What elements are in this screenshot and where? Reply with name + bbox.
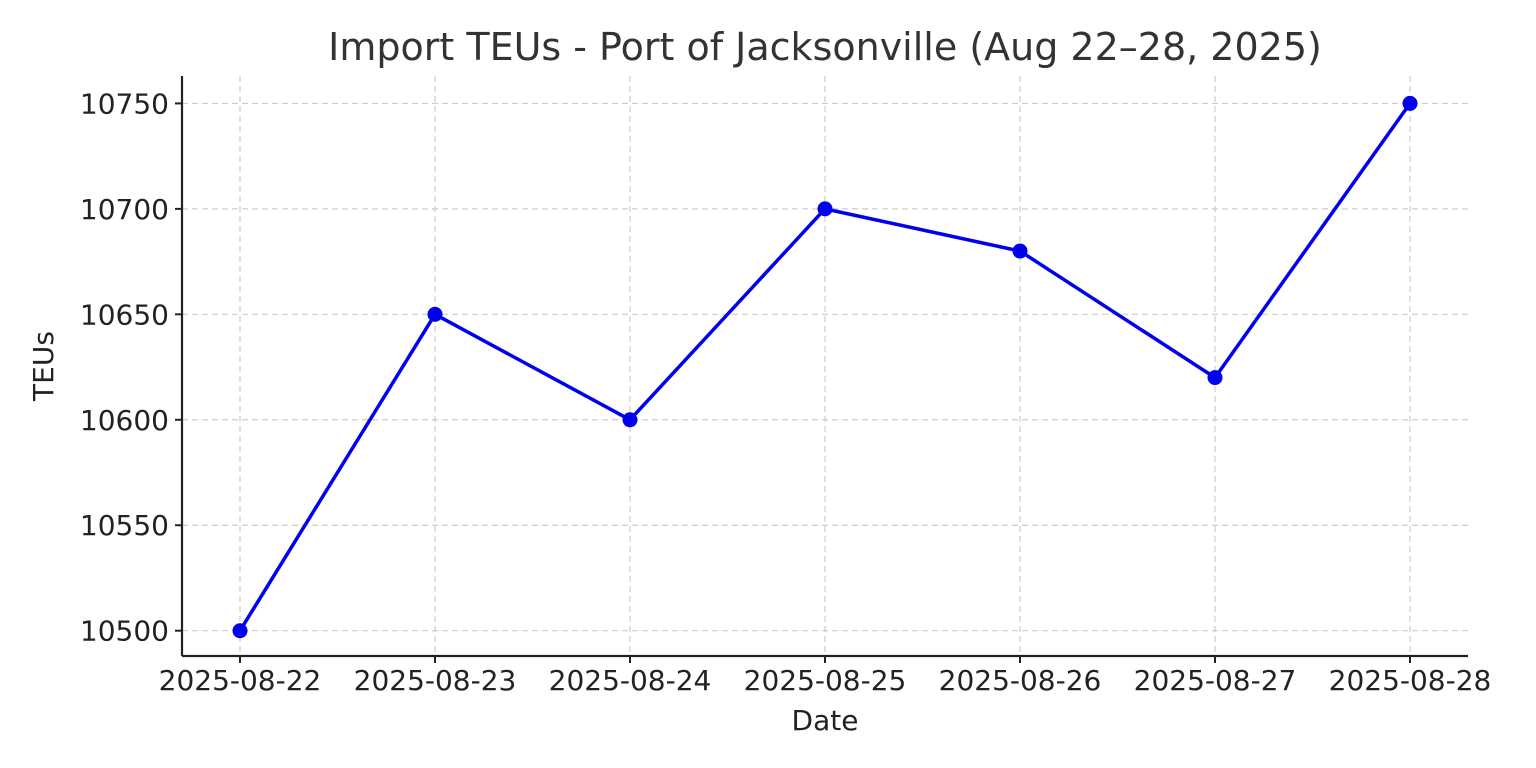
data-point — [622, 412, 638, 428]
data-series — [232, 95, 1418, 639]
y-tick-label: 10650 — [80, 298, 169, 331]
x-tick-label: 2025-08-25 — [744, 664, 907, 697]
chart-title: Import TEUs - Port of Jacksonville (Aug … — [328, 25, 1322, 69]
grid-lines — [182, 76, 1468, 656]
x-tick-label: 2025-08-27 — [1134, 664, 1297, 697]
data-point — [1207, 370, 1223, 386]
y-tick-label: 10700 — [80, 193, 169, 226]
x-tick-label: 2025-08-26 — [939, 664, 1102, 697]
x-tick-label: 2025-08-23 — [354, 664, 517, 697]
data-point — [1402, 95, 1418, 111]
x-axis-ticks: 2025-08-22 2025-08-23 2025-08-24 2025-08-25… — [159, 656, 1492, 697]
x-tick-label: 2025-08-22 — [159, 664, 322, 697]
y-axis-label: TEUs — [27, 331, 60, 402]
data-point — [817, 201, 833, 217]
x-tick-label: 2025-08-24 — [549, 664, 712, 697]
y-tick-label: 10500 — [80, 615, 169, 648]
data-point — [1012, 243, 1028, 259]
x-tick-label: 2025-08-28 — [1329, 664, 1492, 697]
data-point — [427, 306, 443, 322]
y-tick-label: 10600 — [80, 404, 169, 437]
y-tick-label: 10550 — [80, 509, 169, 542]
x-axis-label: Date — [792, 704, 859, 737]
data-point — [232, 623, 248, 639]
y-axis-ticks: 10500 10550 10600 10650 10700 10750 — [80, 87, 182, 648]
y-tick-label: 10750 — [80, 87, 169, 120]
